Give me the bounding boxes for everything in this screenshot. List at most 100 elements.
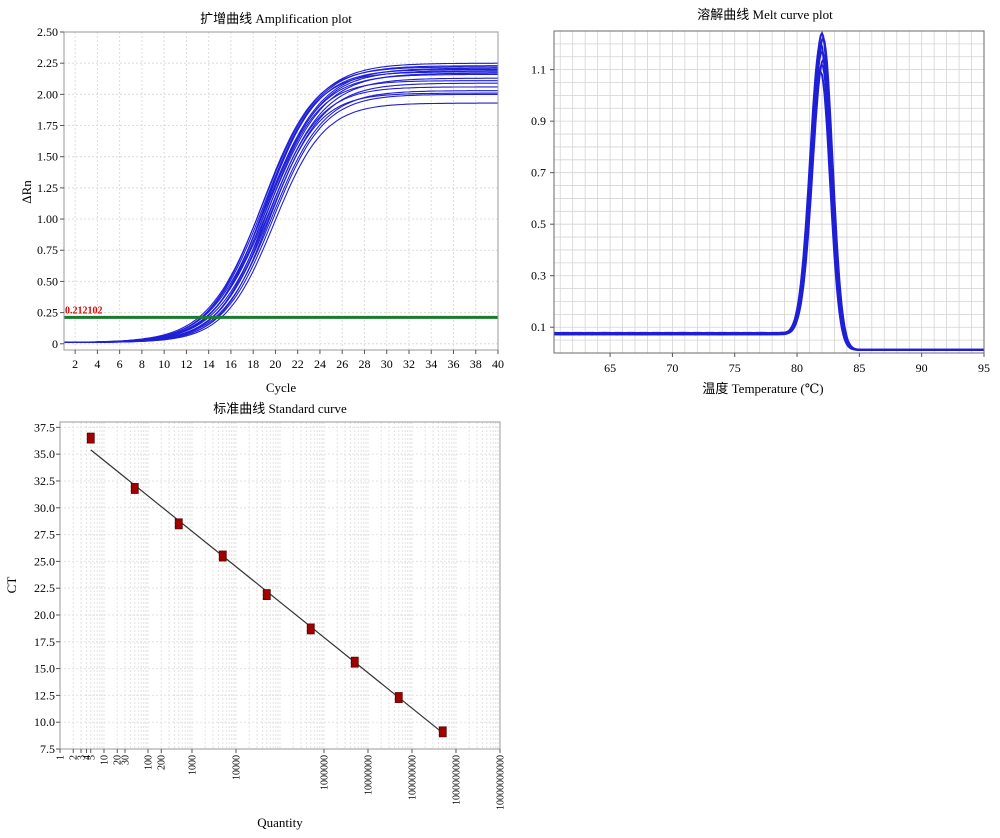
standard-point [218, 550, 227, 562]
y-tick-label: 1.1 [531, 63, 546, 77]
y-tick-label: 0.75 [37, 243, 58, 257]
standard-y-label: CT [4, 577, 19, 594]
melt-y-ticks: 0.1 0.3 0.5 0.7 0.9 1.1 [531, 63, 554, 334]
amplification-y-label: ΔRn [19, 180, 34, 204]
y-tick-label: 1.25 [37, 181, 58, 195]
x-tick-label: 80 [791, 361, 803, 375]
x-tick-label: 18 [247, 357, 259, 371]
x-tick-label: 2 [72, 357, 78, 371]
x-tick-label: 22 [292, 357, 304, 371]
melt-grid [554, 31, 984, 353]
amplification-y-ticks: 0 0.25 0.50 0.75 1.00 1.25 1.50 1.75 2.00 2.25 2.5… [37, 25, 64, 351]
y-tick-label: 2.50 [37, 25, 58, 39]
amplification-curve [63, 93, 498, 344]
y-tick-label: 32.5 [34, 474, 55, 488]
x-tick-label: 4 [82, 755, 93, 760]
standard-y-ticks: 7.5 10.0 12.5 15.0 17.5 20.0 22.5 25.0 27.5 30.0 3… [34, 420, 60, 756]
standard-point [306, 623, 315, 635]
x-tick-label: 30 [120, 755, 131, 765]
y-tick-label: 0.7 [531, 166, 546, 180]
x-tick-label: 1000000000 [452, 755, 463, 805]
melt-curve [554, 35, 984, 351]
x-tick-label: 1000 [188, 755, 199, 775]
amplification-x-label: Cycle [266, 380, 297, 395]
x-tick-label: 8 [139, 357, 145, 371]
x-tick-label: 4 [94, 357, 100, 371]
melt-x-ticks: 65 70 75 80 85 90 95 [604, 353, 990, 375]
standard-point [262, 589, 271, 601]
x-tick-label: 200 [157, 755, 168, 770]
x-tick-label: 34 [425, 357, 437, 371]
amplification-curve [64, 62, 498, 343]
amplification-series [63, 62, 498, 344]
y-tick-label: 22.5 [34, 581, 55, 595]
amplification-curve [64, 80, 498, 343]
x-tick-label: 10000000 [364, 755, 375, 795]
x-tick-label: 100000000 [408, 755, 419, 800]
y-tick-label: 0 [52, 337, 58, 351]
y-tick-label: 0.25 [37, 306, 58, 320]
standard-point [130, 483, 139, 494]
y-tick-label: 27.5 [34, 528, 55, 542]
y-tick-label: 30.0 [34, 501, 55, 515]
x-tick-label: 10000 [232, 755, 243, 780]
x-tick-label: 30 [381, 357, 393, 371]
x-tick-label: 26 [336, 357, 348, 371]
x-tick-label: 10000000000 [496, 755, 507, 810]
y-tick-label: 37.5 [34, 420, 55, 434]
melt-x-label: 温度 Temperature (℃) [702, 381, 823, 396]
x-tick-label: 28 [358, 357, 370, 371]
standard-points [86, 432, 447, 738]
amplification-title: 扩增曲线 Amplification plot [200, 11, 352, 26]
melt-series [553, 31, 984, 351]
standard-point [394, 692, 403, 703]
amplification-curve [64, 92, 498, 344]
x-tick-label: 75 [729, 361, 741, 375]
amplification-curve [64, 82, 498, 343]
standard-point [350, 656, 359, 668]
y-tick-label: 0.3 [531, 269, 546, 283]
melt-curve [553, 49, 984, 351]
standard-title: 标准曲线 Standard curve [213, 401, 347, 416]
x-tick-label: 20 [269, 357, 281, 371]
amplification-curve [63, 66, 498, 343]
melt-plot-frame [553, 30, 985, 354]
x-tick-label: 65 [604, 361, 616, 375]
melt-curve [554, 70, 984, 351]
x-tick-label: 20 [113, 755, 124, 765]
y-tick-label: 0.1 [531, 320, 546, 334]
y-tick-label: 1.50 [37, 150, 58, 164]
x-tick-label: 32 [403, 357, 415, 371]
y-tick-label: 15.0 [34, 662, 55, 676]
x-tick-label: 95 [978, 361, 990, 375]
amplification-plot-frame [63, 31, 499, 351]
amplification-curve [64, 77, 498, 343]
y-tick-label: 1.00 [37, 212, 58, 226]
melt-title: 溶解曲线 Melt curve plot [697, 7, 833, 22]
x-tick-label: 10 [158, 357, 170, 371]
x-tick-label: 90 [916, 361, 928, 375]
standard-point [438, 726, 447, 738]
y-tick-label: 12.5 [34, 688, 55, 702]
threshold-label: 0.212102 [65, 305, 103, 316]
y-tick-label: 17.5 [34, 635, 55, 649]
y-tick-label: 0.50 [37, 274, 58, 288]
x-tick-label: 16 [225, 357, 237, 371]
amplification-curve [64, 90, 498, 343]
amplification-curve [64, 67, 498, 343]
x-tick-label: 85 [853, 361, 865, 375]
y-tick-label: 2.25 [37, 56, 58, 70]
x-tick-label: 36 [447, 357, 459, 371]
x-tick-label: 2 [69, 755, 80, 760]
x-tick-label: 14 [203, 357, 215, 371]
x-tick-label: 38 [470, 357, 482, 371]
standard-point [174, 518, 183, 530]
x-tick-label: 12 [180, 357, 192, 371]
amplification-curve [64, 73, 498, 343]
y-tick-label: 20.0 [34, 608, 55, 622]
x-tick-label: 100 [144, 755, 155, 770]
x-tick-label: 1000000 [320, 755, 331, 790]
